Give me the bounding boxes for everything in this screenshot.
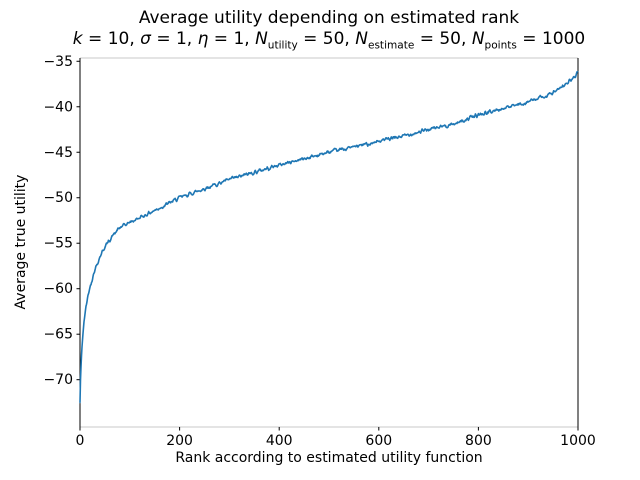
subtitle-segment: = 50, — [414, 29, 472, 49]
x-tick-label: 600 — [365, 433, 392, 449]
utility-curve — [79, 70, 579, 404]
subtitle-segment: = 1, — [208, 29, 256, 49]
subtitle-segment: = 1, — [150, 29, 198, 49]
y-tick-label: −45 — [43, 145, 73, 161]
y-tick-label: −40 — [43, 99, 73, 115]
subtitle-segment: N — [255, 29, 268, 49]
subtitle-segment: N — [471, 29, 485, 49]
chart-subtitle: k = 10, σ = 1, η = 1, Nutility = 50, Nes… — [72, 29, 586, 52]
subtitle-segment: N — [355, 29, 368, 49]
subtitle-segment: = 50, — [297, 29, 356, 49]
chart-title: Average utility depending on estimated r… — [138, 8, 520, 28]
y-axis-label: Average true utility — [13, 174, 29, 310]
x-tick-label: 400 — [266, 433, 293, 449]
x-tick-label: 800 — [465, 433, 492, 449]
y-tick-label: −60 — [43, 281, 73, 297]
x-tick-label: 200 — [166, 433, 193, 449]
subtitle-subscript: points — [484, 39, 517, 52]
x-tick-label: 1000 — [560, 433, 596, 449]
subtitle-segment: σ — [140, 29, 151, 49]
y-tick-label: −55 — [43, 236, 73, 252]
x-tick-label: 0 — [76, 433, 85, 449]
y-tick-label: −65 — [43, 327, 73, 343]
y-tick-label: −50 — [43, 190, 73, 206]
y-tick-label: −35 — [43, 54, 73, 70]
subtitle-subscript: estimate — [367, 39, 415, 52]
subtitle-segment: = 10, — [82, 29, 141, 49]
subtitle-segment: = 1000 — [516, 29, 586, 49]
x-axis-label: Rank according to estimated utility func… — [175, 450, 483, 466]
subtitle-segment: k — [72, 29, 83, 49]
subtitle-segment: η — [197, 29, 209, 49]
y-tick-label: −70 — [43, 372, 73, 388]
subtitle-subscript: utility — [267, 39, 298, 52]
